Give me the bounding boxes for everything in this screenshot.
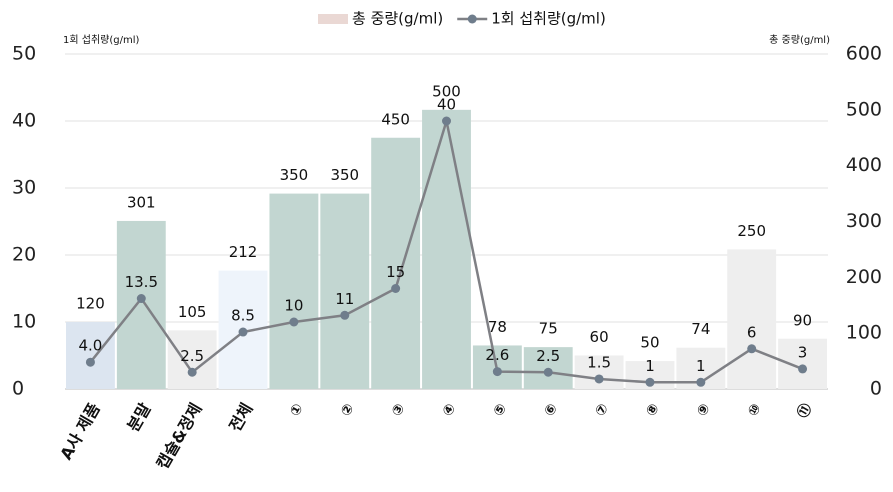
line-value-label: 1.5 [587,353,611,371]
legend-marker [467,14,477,24]
y2-tick-label: 0 [870,378,882,400]
x-tick-label: ⑪ [794,401,816,422]
y2-tick-label: 300 [846,210,882,232]
line-marker [442,116,451,126]
x-tick-label: 캡슐&정제 [153,400,206,473]
x-tick-label: A사 제품 [56,400,104,464]
x-tick-label: 전체 [225,400,256,435]
legend-label: 총 중량(g/ml) [352,10,443,28]
line-value-label: 2.5 [180,347,204,365]
y2-tick-label: 100 [846,322,882,344]
bar-value-label: 120 [76,295,105,313]
bar-value-label: 78 [488,318,507,336]
line-value-label: 8.5 [231,307,255,325]
bar-value-label: 350 [280,166,309,184]
line-marker [289,317,299,327]
bar [371,137,421,389]
line-marker [238,327,248,337]
bar-value-label: 74 [691,320,710,338]
line-marker [645,377,655,387]
line-value-label: 1 [645,357,655,375]
bar-value-label: 350 [330,166,359,184]
bar [269,193,319,389]
bar-value-label: 50 [640,334,659,352]
line-marker [747,344,757,354]
bar-value-label: 90 [793,311,812,329]
y2-tick-label: 400 [846,154,882,176]
y-tick-label: 40 [12,110,36,132]
y-tick-label: 10 [12,311,36,333]
x-tick-label: ③ [389,401,409,419]
bar-value-label: 212 [229,243,258,261]
bar-value-label: 500 [432,82,461,100]
line-value-label: 15 [386,263,405,281]
legend-swatch [318,14,348,24]
line-marker [85,357,95,367]
line-value-label: 2.6 [485,346,509,364]
x-tick-label: ① [287,401,307,419]
bar-value-label: 75 [539,320,558,338]
bar [778,338,827,389]
bar [422,109,471,389]
y2-tick-label: 600 [846,43,882,65]
x-tick-label: 분말 [123,400,154,435]
y2-tick-label: 500 [846,98,882,120]
line-marker [340,310,350,320]
x-tick-label: ⑥ [541,401,561,419]
line-value-label: 3 [798,343,808,361]
x-tick-label: ④ [440,401,460,419]
line-marker [696,377,706,387]
bar [116,220,166,389]
line-marker [543,367,553,377]
x-tick-label: ⑤ [491,401,511,419]
line-value-label: 2.5 [536,347,560,365]
bar-value-label: 250 [737,222,766,240]
x-tick-label: ② [338,401,358,419]
bar [320,193,370,389]
y-tick-label: 50 [12,43,36,65]
y-tick-label: 0 [12,378,24,400]
line-marker [391,284,401,293]
x-tick-label: ⑦ [592,401,612,419]
y-tick-label: 30 [12,177,36,199]
line-value-label: 11 [335,290,354,308]
y2-axis-title: 총 중량(g/ml) [769,34,830,46]
legend-label: 1회 섭취량(g/ml) [491,10,606,28]
bar [66,322,115,389]
line-value-label: 10 [284,297,303,315]
line-value-label: 1 [696,357,706,375]
line-marker [136,294,146,304]
bar-value-label: 450 [381,110,410,128]
line-value-label: 6 [747,323,757,341]
line-marker [594,374,604,384]
line-value-label: 4.0 [79,337,103,355]
line-marker [492,367,502,377]
bar [727,249,777,389]
y2-tick-label: 200 [846,266,882,288]
line-marker [187,367,197,377]
x-tick-label: ⑨ [694,401,714,419]
y-tick-label: 20 [12,244,36,266]
bar-value-label: 60 [590,328,609,346]
line-value-label: 40 [437,96,456,114]
x-tick-label: ⑩ [745,401,765,419]
bar-value-label: 105 [178,303,207,321]
line-value-label: 13.5 [125,273,158,291]
x-tick-label: ⑧ [643,401,663,419]
y-axis-title: 1회 섭취량(g/ml) [63,34,139,46]
bar-value-label: 301 [127,193,156,211]
line-marker [798,364,808,374]
